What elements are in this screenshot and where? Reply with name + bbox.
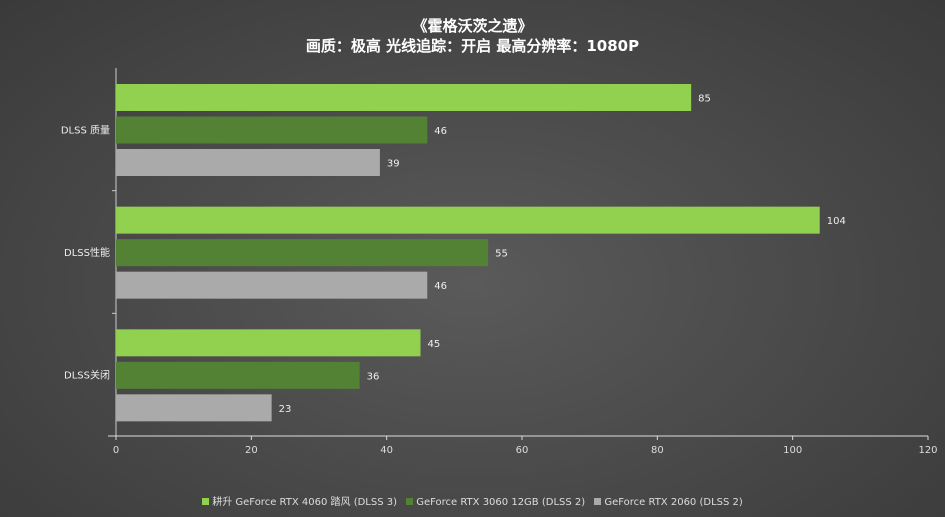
- title-line: 《霍格沃茨之遗》: [412, 17, 533, 35]
- x-tick-label: 0: [113, 445, 119, 456]
- legend-label: 耕升 GeForce RTX 4060 踏风 (DLSS 3): [212, 497, 398, 508]
- data-label: 45: [428, 339, 441, 350]
- chart-title: 《霍格沃茨之遗》 画质：极高 光线追踪：开启 最高分辨率：1080P: [0, 16, 945, 56]
- category-label: DLSS 质量: [61, 124, 110, 136]
- legend-swatch: [594, 498, 602, 505]
- bar: [116, 271, 428, 299]
- legend-swatch: [202, 498, 210, 505]
- subtitle-line: 画质：极高 光线追踪：开启 最高分辨率：1080P: [305, 37, 640, 55]
- x-tick-label: 20: [245, 445, 258, 456]
- bar: [116, 239, 489, 267]
- legend-label: GeForce RTX 3060 12GB (DLSS 2): [416, 497, 586, 508]
- data-label: 46: [434, 281, 447, 292]
- legend-item-4060[interactable]: 耕升 GeForce RTX 4060 踏风 (DLSS 3): [202, 493, 397, 508]
- data-label: 46: [434, 126, 447, 137]
- bar: [116, 206, 820, 234]
- x-tick-label: 100: [783, 445, 802, 456]
- bar: [116, 329, 421, 357]
- data-label: 55: [495, 249, 508, 260]
- data-label: 85: [698, 94, 711, 105]
- legend-swatch: [406, 498, 414, 505]
- x-tick-label: 120: [918, 445, 937, 456]
- data-label: 23: [279, 404, 292, 415]
- bar: [116, 361, 360, 389]
- bar: [116, 394, 272, 422]
- x-tick-label: 60: [516, 445, 529, 456]
- data-label: 39: [387, 159, 400, 170]
- legend-item-3060[interactable]: GeForce RTX 3060 12GB (DLSS 2): [406, 497, 585, 508]
- bar: [116, 116, 428, 144]
- legend: 耕升 GeForce RTX 4060 踏风 (DLSS 3) GeForce …: [0, 493, 945, 508]
- legend-item-2060[interactable]: GeForce RTX 2060 (DLSS 2): [594, 497, 743, 508]
- x-tick-label: 80: [651, 445, 664, 456]
- x-tick-label: 40: [380, 445, 393, 456]
- category-label: DLSS关闭: [64, 369, 110, 382]
- bar: [116, 84, 692, 111]
- category-label: DLSS性能: [64, 246, 110, 259]
- data-label: 36: [367, 371, 380, 382]
- legend-label: GeForce RTX 2060 (DLSS 2): [604, 497, 743, 508]
- data-label: 104: [827, 216, 846, 227]
- bar: [116, 149, 380, 176]
